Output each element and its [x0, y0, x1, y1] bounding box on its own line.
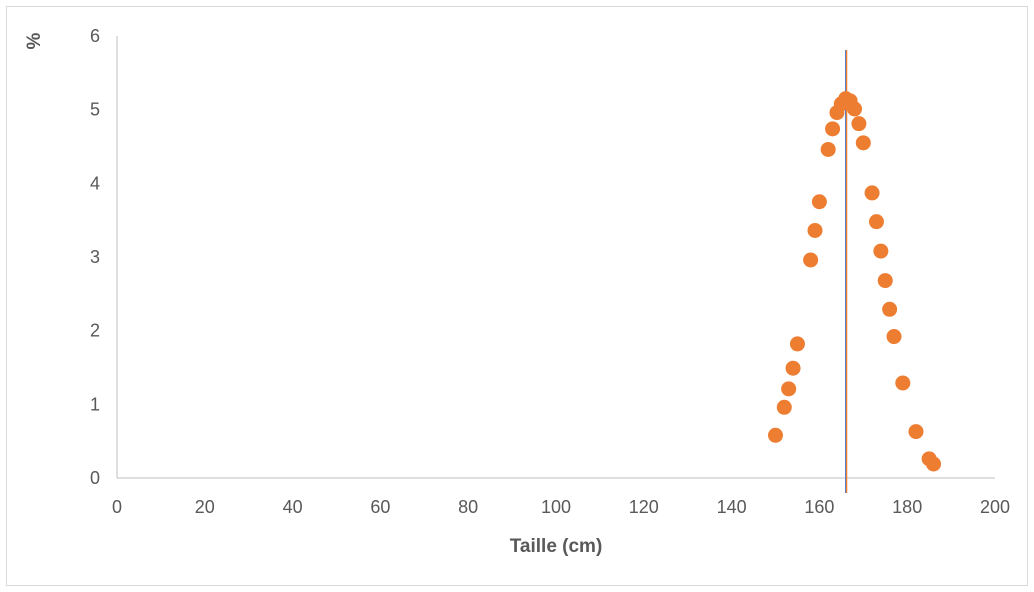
- data-point: [785, 360, 801, 376]
- x-tick-label: 120: [629, 497, 659, 517]
- scatter-chart: 0 1 2 3 4 5 6 0 20 40 60 80 100 120 140 160 180 200 Tail…: [24, 26, 1010, 557]
- data-point: [811, 194, 827, 210]
- data-point: [926, 456, 942, 472]
- data-point: [873, 243, 889, 259]
- data-point: [868, 214, 884, 230]
- data-point: [882, 301, 898, 317]
- y-axis-title: %: [24, 32, 45, 49]
- x-tick-label: 140: [717, 497, 747, 517]
- y-tick-label: 4: [90, 173, 100, 193]
- chart-frame: 0 1 2 3 4 5 6 0 20 40 60 80 100 120 140 160 180 200 Tail…: [6, 6, 1028, 586]
- y-tick-label: 6: [90, 26, 100, 46]
- data-point: [768, 427, 783, 443]
- data-point: [851, 116, 867, 132]
- data-point: [877, 273, 893, 289]
- data-point: [789, 336, 805, 352]
- y-axis: 0 1 2 3 4 5 6: [90, 26, 118, 488]
- data-point: [825, 121, 841, 137]
- data-point: [820, 141, 836, 157]
- y-tick-label: 5: [90, 100, 100, 120]
- data-point: [855, 135, 871, 151]
- reference-lines: [845, 50, 848, 493]
- data-point: [886, 329, 902, 345]
- x-tick-label: 0: [112, 497, 122, 517]
- data-point: [895, 375, 911, 391]
- x-tick-label: 100: [541, 497, 571, 517]
- x-tick-label: 80: [458, 497, 478, 517]
- x-tick-label: 60: [370, 497, 390, 517]
- data-point: [781, 381, 797, 397]
- x-tick-label: 40: [283, 497, 303, 517]
- data-point: [847, 101, 863, 117]
- y-tick-label: 3: [90, 247, 100, 267]
- y-tick-label: 2: [90, 321, 100, 341]
- x-tick-label: 200: [980, 497, 1010, 517]
- data-point: [776, 399, 792, 415]
- data-point: [908, 424, 924, 440]
- x-tick-label: 160: [804, 497, 834, 517]
- data-point: [807, 222, 823, 238]
- x-tick-label: 20: [195, 497, 215, 517]
- y-tick-label: 0: [90, 468, 100, 488]
- data-point: [803, 252, 819, 268]
- x-axis: 0 20 40 60 80 100 120 140 160 180 200: [112, 477, 1010, 517]
- data-points: [768, 91, 942, 472]
- y-tick-label: 1: [90, 394, 100, 414]
- x-axis-title: Taille (cm): [510, 536, 603, 557]
- x-tick-label: 180: [892, 497, 922, 517]
- data-point: [864, 185, 880, 201]
